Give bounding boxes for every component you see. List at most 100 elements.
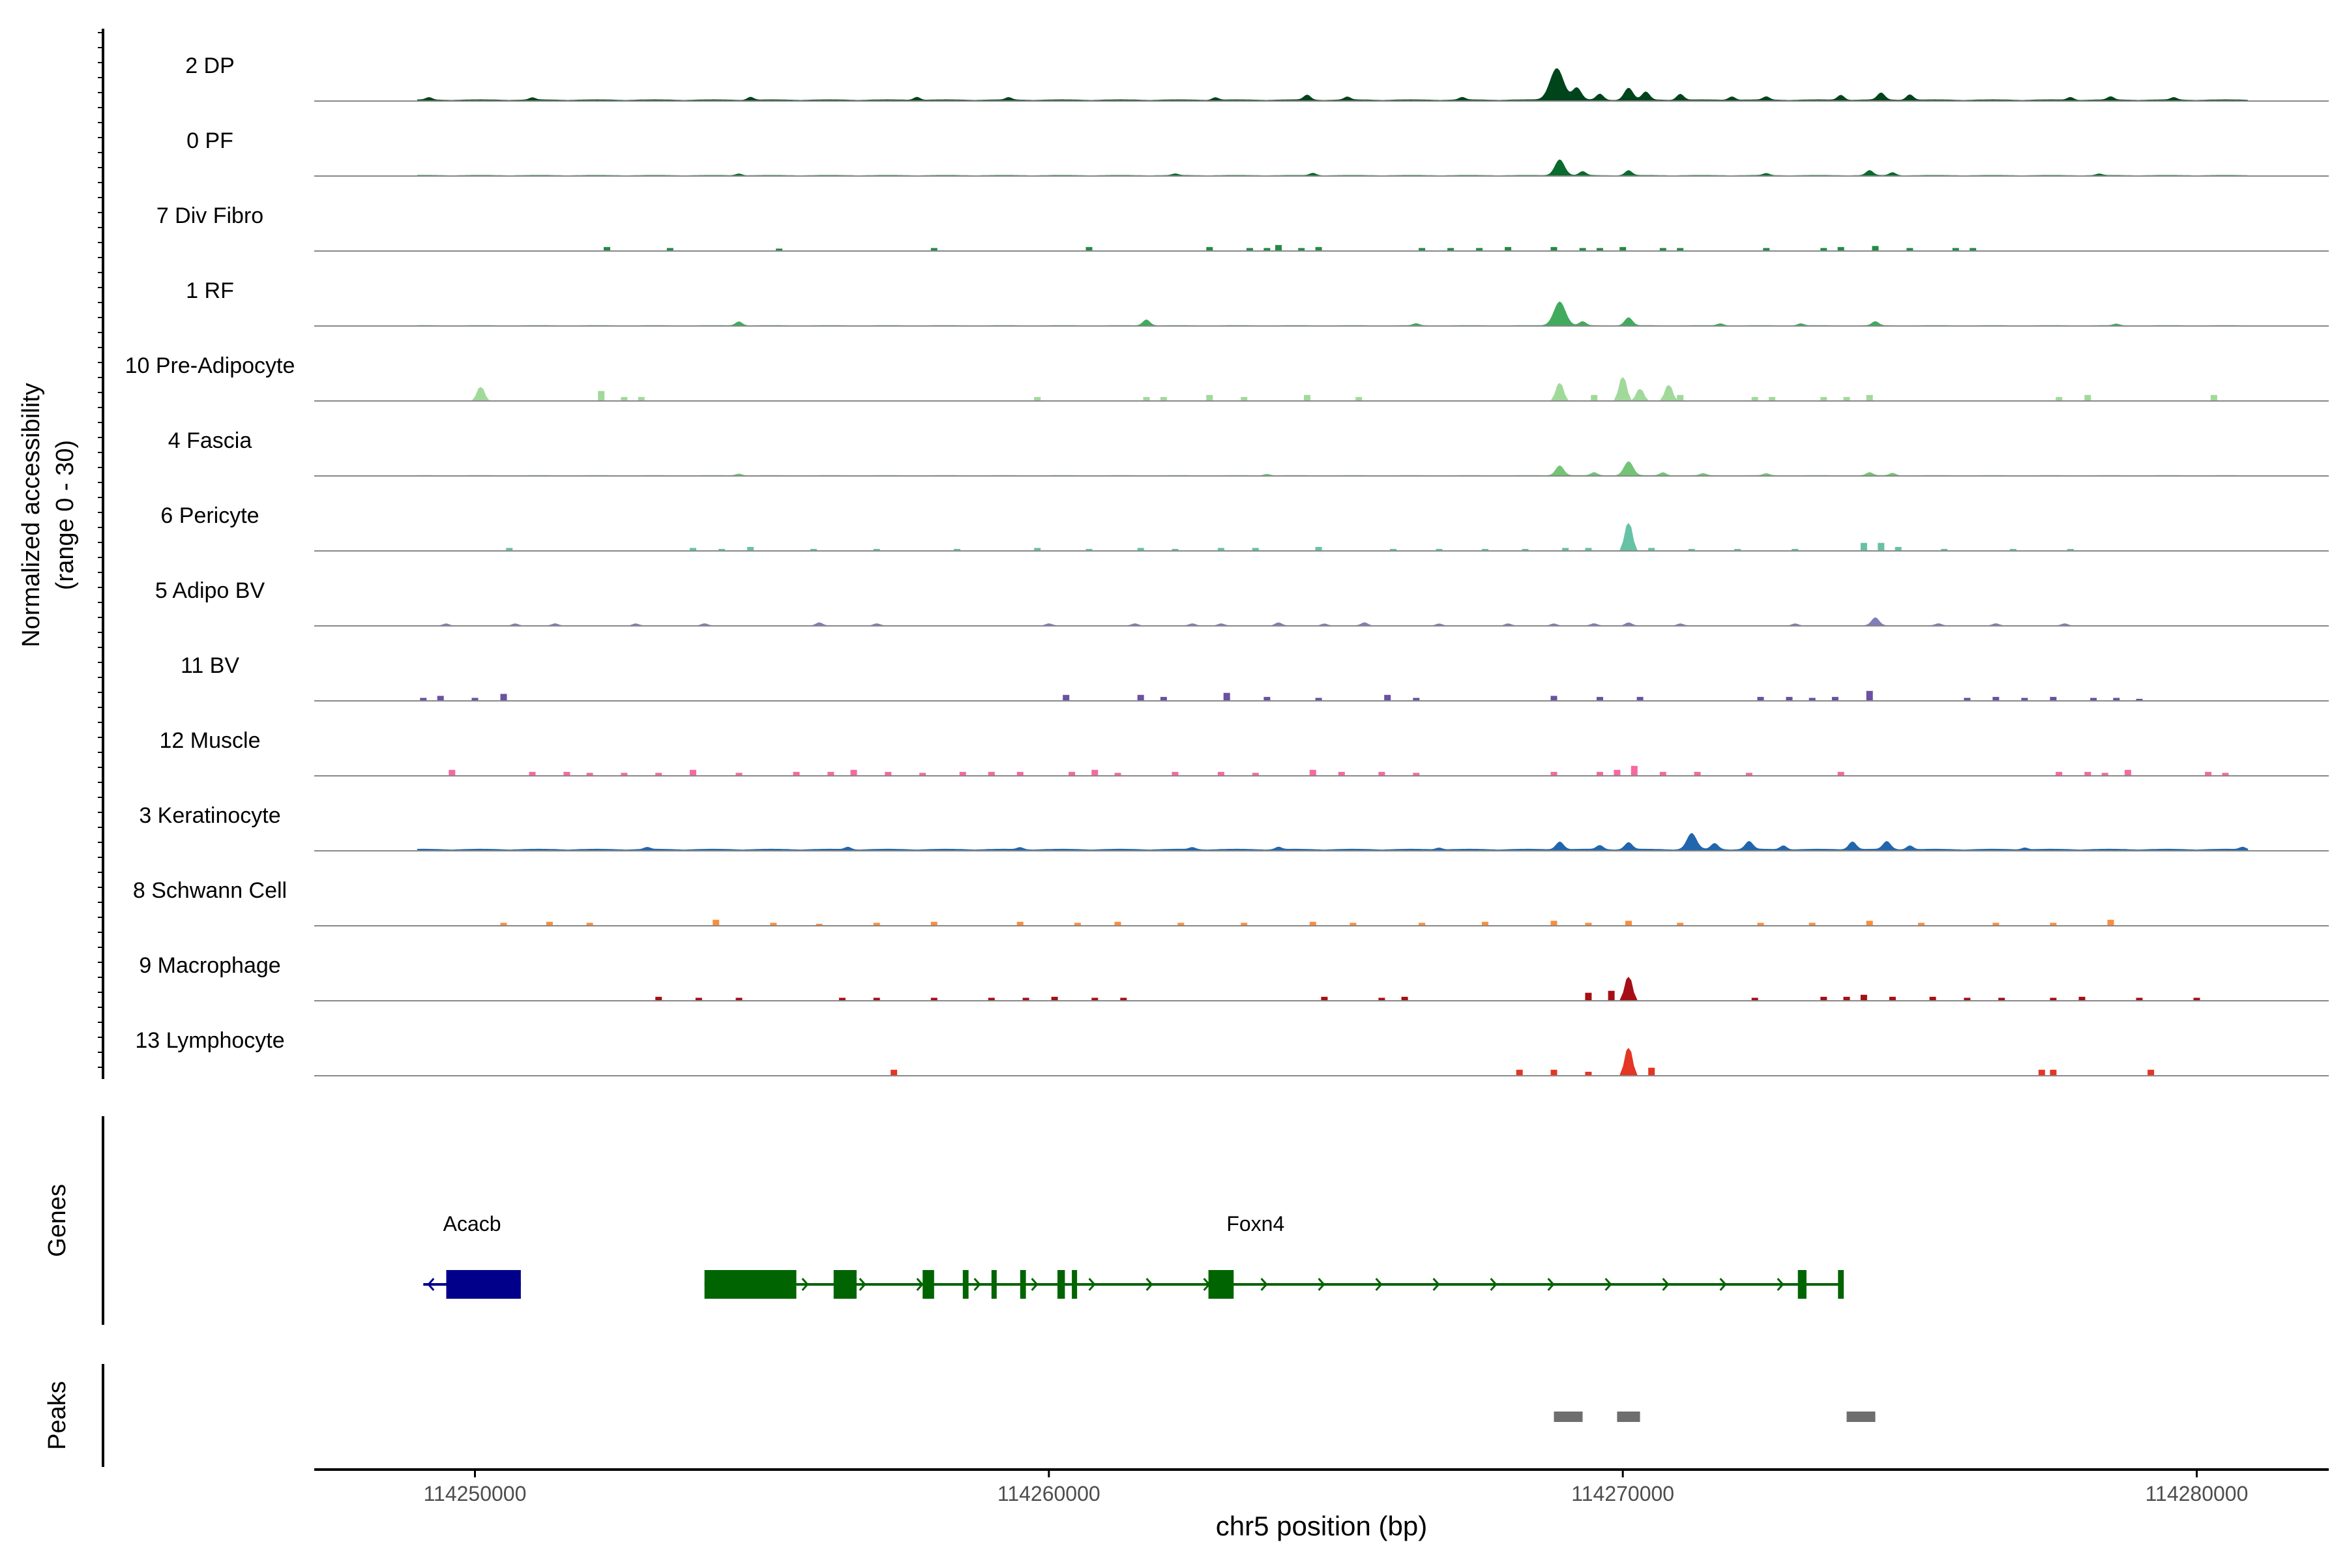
coverage-peak xyxy=(1091,769,1099,776)
coverage-peak xyxy=(1206,394,1213,401)
coverage-peak xyxy=(1895,546,1902,551)
coverage-peak xyxy=(1619,523,1638,551)
track-10-pre-adipocyte: 10 Pre-Adipocyte xyxy=(125,353,2329,402)
strand-arrow-icon xyxy=(859,1278,866,1291)
track-label: 10 Pre-Adipocyte xyxy=(125,353,295,378)
coverage-peak xyxy=(1745,773,1752,776)
coverage-peak xyxy=(1964,998,1971,1001)
coverage-peak xyxy=(2050,696,2057,701)
coverage-peak xyxy=(1063,694,1070,701)
coverage-peak xyxy=(1217,548,1224,551)
coverage-peak xyxy=(1614,769,1621,776)
strand-arrow-icon xyxy=(1088,1278,1096,1291)
coverage-peak xyxy=(793,771,800,776)
coverage-peak xyxy=(1837,246,1844,251)
coverage-peak xyxy=(546,921,553,926)
coverage-peak xyxy=(919,773,926,776)
gene-exon xyxy=(1797,1270,1807,1299)
x-tick-label: 114270000 xyxy=(1571,1482,1674,1505)
track-label: 7 Div Fibro xyxy=(156,203,263,228)
coverage-peak xyxy=(1252,548,1259,551)
coverage-peak xyxy=(1143,396,1150,401)
coverage-peak xyxy=(1763,248,1770,251)
coverage-peak xyxy=(1597,771,1603,776)
coverage-peak xyxy=(586,923,593,926)
coverage-peak xyxy=(1034,548,1041,551)
coverage-peak xyxy=(776,248,783,251)
coverage-peak xyxy=(1964,698,1971,701)
coverage-peak xyxy=(586,773,593,776)
coverage-peak xyxy=(930,998,937,1001)
coverage-peak xyxy=(735,998,743,1001)
gene-exon xyxy=(923,1270,934,1299)
gene-exon xyxy=(962,1270,969,1299)
track-9-macrophage: 9 Macrophage xyxy=(139,953,2329,1001)
coverage-area xyxy=(417,461,2249,476)
coverage-peak xyxy=(449,769,456,776)
coverage-peak xyxy=(1659,385,1678,401)
coverage-peak xyxy=(1970,248,1977,251)
coverage-peak xyxy=(1309,921,1316,926)
coverage-peak xyxy=(1751,396,1758,401)
gene-exon xyxy=(1072,1270,1078,1299)
coverage-peak xyxy=(988,998,995,1001)
coverage-peak xyxy=(930,248,937,251)
coverage-peak xyxy=(2050,1069,2057,1076)
coverage-peak xyxy=(1992,923,2000,926)
coverage-peak xyxy=(1636,696,1644,701)
coverage-peak xyxy=(1878,542,1885,551)
coverage-peak xyxy=(1160,396,1167,401)
x-axis-label: chr5 position (bp) xyxy=(1216,1511,1428,1541)
coverage-peak xyxy=(437,696,444,701)
coverage-peak xyxy=(471,698,479,701)
gene-exon xyxy=(704,1270,797,1299)
gene-acacb: Acacb xyxy=(423,1212,521,1299)
coverage-peak xyxy=(2210,394,2217,401)
genes-track-label: Genes xyxy=(44,1184,71,1257)
strand-arrow-icon xyxy=(1662,1278,1670,1291)
coverage-peak xyxy=(2056,396,2063,401)
coverage-peak xyxy=(1562,548,1569,551)
coverage-peak xyxy=(1659,248,1666,251)
track-5-adipo-bv: 5 Adipo BV xyxy=(155,578,2329,627)
peak-region xyxy=(1617,1412,1640,1422)
coverage-peak xyxy=(1016,921,1024,926)
x-tick-label: 114250000 xyxy=(424,1482,527,1505)
peaks-track-label: Peaks xyxy=(44,1381,71,1450)
coverage-peak xyxy=(604,246,610,251)
strand-arrow-icon xyxy=(1547,1278,1555,1291)
gene-exon xyxy=(1020,1270,1026,1299)
coverage-peak xyxy=(1585,992,1592,1001)
coverage-peak xyxy=(1401,996,1408,1001)
coverage-peak xyxy=(2148,1069,2155,1076)
coverage-peak xyxy=(1608,990,1615,1001)
coverage-peak xyxy=(1843,996,1850,1001)
coverage-peak xyxy=(2038,1069,2045,1076)
coverage-peak xyxy=(1631,389,1649,401)
coverage-peak xyxy=(1275,244,1282,251)
coverage-peak xyxy=(500,694,507,701)
coverage-peak xyxy=(885,771,892,776)
track-label: 13 Lymphocyte xyxy=(135,1028,284,1053)
coverage-peak xyxy=(506,548,513,551)
gene-exon xyxy=(1838,1270,1844,1299)
coverage-peak xyxy=(1481,921,1488,926)
coverage-peak xyxy=(827,771,834,776)
coverage-peak xyxy=(2021,698,2028,701)
coverage-peak xyxy=(1659,771,1666,776)
coverage-peak xyxy=(2078,996,2086,1001)
coverage-peak xyxy=(816,923,823,926)
track-label: 1 RF xyxy=(186,278,234,303)
coverage-peak xyxy=(420,698,427,701)
track-label: 2 DP xyxy=(185,53,235,78)
coverage-peak xyxy=(2067,548,2074,551)
coverage-peak xyxy=(1757,923,1764,926)
coverage-peak xyxy=(1384,694,1391,701)
coverage-y-ticks xyxy=(98,32,103,1068)
coverage-peak xyxy=(2136,698,2143,701)
peak-region xyxy=(1554,1412,1583,1422)
coverage-peak xyxy=(1648,548,1655,551)
coverage-peak xyxy=(1906,248,1913,251)
strand-arrow-icon xyxy=(1432,1278,1440,1291)
coverage-tracks: 2 DP 0 PF 7 Div Fibro 1 RF 10 Pre-Adipocyte 4… xyxy=(125,53,2329,1076)
